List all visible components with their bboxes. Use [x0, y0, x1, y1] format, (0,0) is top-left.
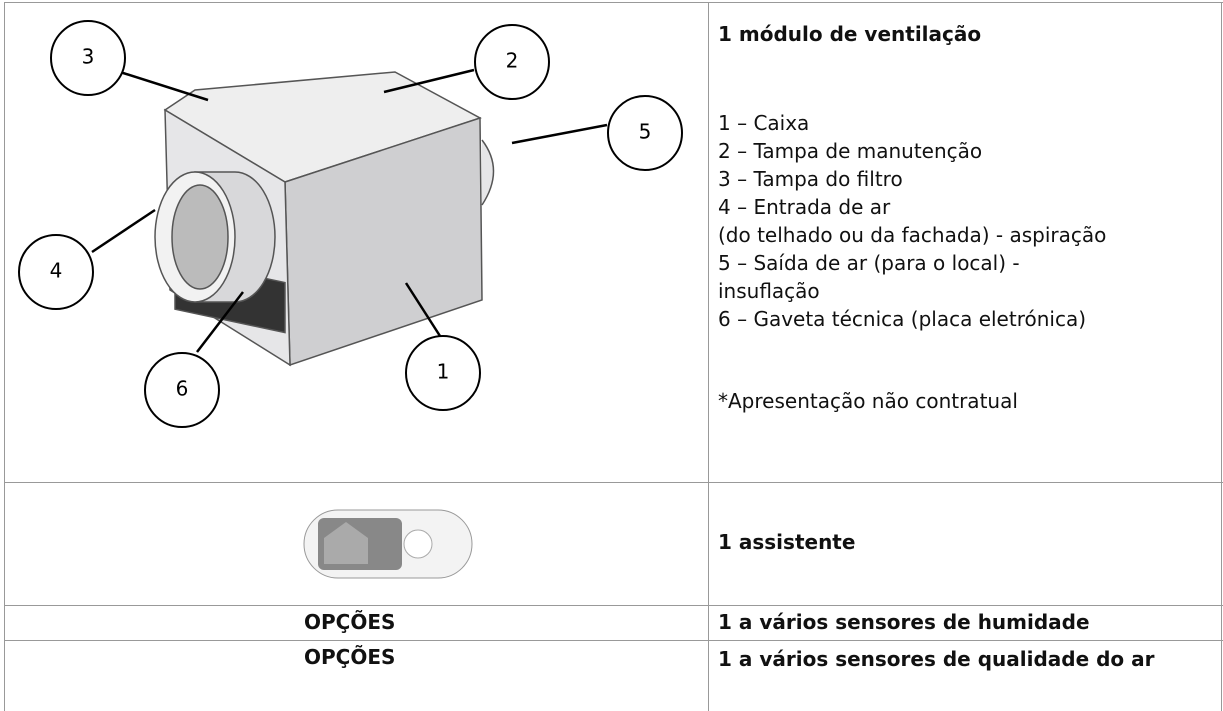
callout-number: 4 — [50, 259, 63, 283]
note: *Apresentação não contratual — [718, 389, 1018, 413]
cell-text: OPÇÕES — [304, 610, 396, 634]
legend-line: 2 – Tampa de manutenção — [718, 139, 983, 163]
callout-number: 3 — [82, 45, 95, 69]
callout-circle — [144, 352, 220, 428]
row-border — [4, 2, 1223, 3]
row-border — [4, 605, 1223, 606]
legend-line: 3 – Tampa do filtro — [718, 167, 903, 191]
legend-line: (do telhado ou da fachada) - aspiração — [718, 223, 1107, 247]
legend-line: 1 – Caixa — [718, 111, 810, 135]
callouts: 1 2 3 4 5 6 — [18, 20, 683, 428]
legend-line: 4 – Entrada de ar — [718, 195, 891, 219]
callout-number: 5 — [639, 120, 652, 144]
callout-number: 2 — [506, 49, 519, 73]
legend-line: 6 – Gaveta técnica (placa eletrónica) — [718, 307, 1087, 331]
col-border — [4, 2, 5, 711]
callout-circle — [405, 335, 481, 411]
cell-text: 1 assistente — [718, 530, 856, 554]
cell-text: 1 a vários sensores de humidade — [718, 610, 1090, 634]
callout-circle — [607, 95, 683, 171]
callout-number: 6 — [176, 377, 189, 401]
callout-number: 1 — [437, 360, 450, 384]
callout-circle — [50, 20, 126, 96]
cell-text: 1 a vários sensores de qualidade do ar — [718, 647, 1155, 671]
legend-line: 5 – Saída de ar (para o local) - — [718, 251, 1020, 275]
callout-arrows — [91, 68, 608, 353]
callout-circle — [18, 234, 94, 310]
assistant-device — [303, 509, 473, 579]
row-border — [4, 482, 1223, 483]
row-border — [4, 640, 1223, 641]
unit-drawing — [154, 71, 495, 367]
unit-diagram: 1 2 3 4 5 6 — [18, 20, 683, 428]
col-border — [1221, 2, 1222, 711]
section-title: 1 módulo de ventilação — [718, 22, 982, 46]
cell-text: OPÇÕES — [304, 645, 396, 669]
col-border — [708, 2, 709, 711]
callout-circle — [474, 24, 550, 100]
legend-line: insuflação — [718, 279, 820, 303]
